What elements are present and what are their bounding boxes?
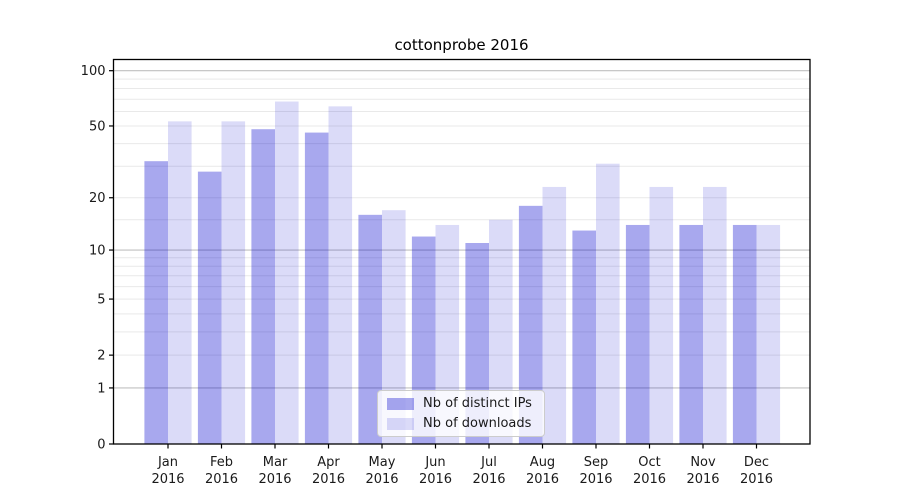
bar-downloads (328, 106, 353, 444)
bar-distinct-ips (251, 129, 275, 444)
x-tick-label-year: 2016 (579, 472, 612, 487)
legend-item-downloads: Nb of downloads (387, 415, 535, 432)
legend: Nb of distinct IPs Nb of downloads (377, 390, 545, 437)
x-tick-label-month: Dec (744, 455, 769, 470)
bar-distinct-ips (304, 132, 329, 445)
x-tick-label-year: 2016 (686, 472, 719, 487)
x-tick-label-year: 2016 (151, 472, 184, 487)
x-tick-label-month: Nov (690, 455, 716, 470)
bar-distinct-ips (679, 224, 703, 444)
y-tick-label: 5 (97, 293, 105, 308)
y-tick-label: 50 (89, 119, 106, 134)
bar-distinct-ips (625, 224, 650, 444)
bar-downloads (489, 219, 513, 444)
x-tick-label-month: May (369, 455, 396, 470)
x-tick-label-year: 2016 (205, 472, 238, 487)
x-tick-label-year: 2016 (258, 472, 291, 487)
x-tick-label-month: Jun (424, 455, 445, 470)
y-tick-label: 1 (97, 381, 105, 396)
x-tick-label-month: Oct (638, 455, 660, 470)
bar-downloads (542, 186, 567, 444)
bar-downloads (435, 224, 460, 444)
chart-title: cottonprobe 2016 (394, 36, 529, 54)
x-tick-label-year: 2016 (472, 472, 505, 487)
x-tick-label-year: 2016 (419, 472, 452, 487)
bar-distinct-ips (518, 205, 543, 444)
bar-downloads (221, 121, 246, 445)
y-tick-label: 10 (89, 244, 106, 259)
x-tick-label-month: Aug (530, 455, 555, 470)
bar-downloads (168, 121, 192, 445)
x-tick-label-month: Sep (584, 455, 609, 470)
y-tick-label: 0 (97, 438, 105, 453)
x-tick-label-month: Feb (210, 455, 233, 470)
y-tick-label: 2 (97, 349, 105, 364)
bar-downloads (649, 186, 674, 444)
bar-distinct-ips (144, 161, 168, 445)
bar-downloads (275, 101, 299, 445)
bar-distinct-ips (732, 224, 757, 444)
axis-spines (112, 58, 811, 445)
x-tick-label-year: 2016 (365, 472, 398, 487)
x-tick-label-year: 2016 (740, 472, 773, 487)
bar-distinct-ips (358, 214, 382, 444)
legend-label-distinct-ips: Nb of distinct IPs (423, 396, 532, 411)
x-tick-label-month: Mar (263, 455, 288, 470)
x-tick-label-year: 2016 (526, 472, 559, 487)
legend-swatch-distinct-ips-icon (387, 397, 414, 410)
bar-distinct-ips (197, 171, 222, 444)
bar-distinct-ips (572, 230, 596, 444)
x-tick-label-year: 2016 (312, 472, 345, 487)
y-tick-label: 100 (81, 64, 106, 79)
bar-downloads (703, 186, 727, 444)
x-tick-label-month: Jan (157, 455, 178, 470)
bar-downloads (756, 224, 781, 444)
legend-item-distinct-ips: Nb of distinct IPs (387, 395, 535, 412)
legend-label-downloads: Nb of downloads (423, 416, 532, 431)
bar-downloads (382, 210, 406, 444)
legend-swatch-downloads-icon (387, 417, 414, 430)
x-tick-label-month: Jul (480, 455, 497, 470)
y-tick-label: 20 (89, 191, 106, 206)
x-tick-label-year: 2016 (633, 472, 666, 487)
x-tick-label-month: Apr (317, 455, 340, 470)
bar-downloads (596, 163, 620, 444)
